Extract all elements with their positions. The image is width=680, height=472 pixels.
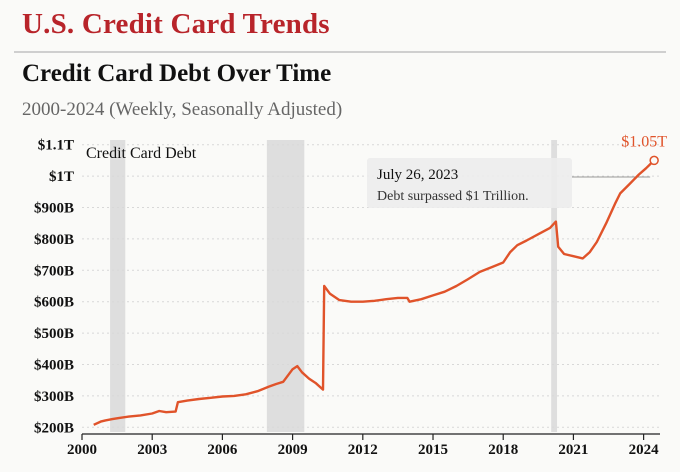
x-tick-label: 2018 [488, 442, 518, 458]
y-tick-label: $500B [34, 326, 74, 342]
x-tick-label: 2015 [418, 442, 448, 458]
y-tick-label: $700B [34, 263, 74, 279]
recession-shade-1 [266, 140, 305, 432]
x-tick-label: 2003 [137, 442, 167, 458]
recession-shade-2 [551, 140, 558, 432]
annotation-box [367, 158, 572, 208]
chart-title: Credit Card Debt Over Time [22, 60, 332, 87]
annotation-date: July 26, 2023 [377, 167, 458, 183]
x-tick-label: 2024 [629, 442, 660, 458]
y-axis-ticks: $200B $300B $400B $500B $600B $700B $800B $900B… [34, 138, 74, 437]
y-tick-label: $400B [34, 357, 74, 373]
chart-subtitle: 2000-2024 (Weekly, Seasonally Adjusted) [22, 99, 343, 120]
x-tick-label: 2006 [207, 442, 238, 458]
series-label: Credit Card Debt [86, 145, 197, 162]
y-tick-label: $900B [34, 201, 74, 217]
y-tick-label: $1.1T [38, 138, 74, 154]
page-header-title: U.S. Credit Card Trends [22, 8, 330, 40]
y-tick-label: $200B [34, 420, 74, 436]
end-value-label: $1.05T [621, 133, 667, 150]
y-tick-label: $800B [34, 232, 74, 248]
x-tick-label: 2009 [278, 442, 308, 458]
annotation: July 26, 2023 Debt surpassed $1 Trillion… [367, 158, 651, 208]
x-tick-label: 2000 [67, 442, 97, 458]
y-tick-label: $600B [34, 295, 74, 311]
y-tick-label: $1T [49, 169, 74, 185]
end-point-marker [649, 155, 659, 166]
x-tick-label: 2012 [348, 442, 378, 458]
header-divider [14, 51, 666, 53]
x-tick-label: 2021 [558, 442, 588, 458]
annotation-text: Debt surpassed $1 Trillion. [377, 189, 529, 204]
y-tick-label: $300B [34, 389, 74, 405]
recession-shade-0 [110, 140, 126, 432]
x-axis-ticks: 2000 2003 2006 2009 2012 2015 2018 2021 2024 [67, 434, 659, 458]
shaded-periods [110, 140, 558, 432]
series-line [93, 159, 655, 426]
